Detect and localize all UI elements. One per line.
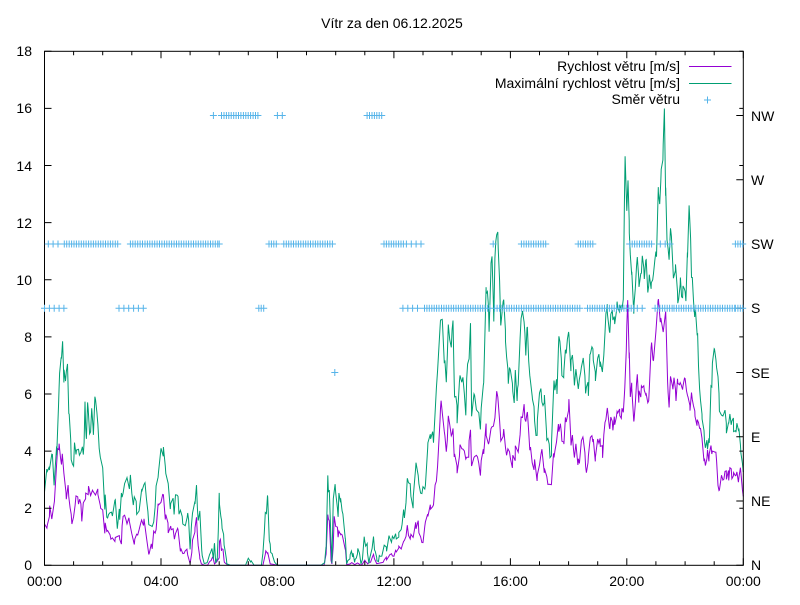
svg-text:08:00: 08:00	[260, 573, 295, 589]
svg-text:W: W	[751, 172, 765, 188]
svg-text:6: 6	[24, 386, 32, 402]
svg-text:SE: SE	[751, 365, 770, 381]
svg-text:N: N	[751, 557, 761, 573]
svg-text:00:00: 00:00	[726, 573, 761, 589]
svg-text:14: 14	[16, 158, 32, 174]
svg-text:20:00: 20:00	[609, 573, 644, 589]
svg-text:16: 16	[16, 100, 32, 116]
svg-text:4: 4	[24, 443, 32, 459]
svg-text:S: S	[751, 300, 760, 316]
svg-text:04:00: 04:00	[143, 573, 178, 589]
svg-text:NW: NW	[751, 108, 775, 124]
svg-text:18: 18	[16, 43, 32, 59]
svg-text:16:00: 16:00	[493, 573, 528, 589]
svg-text:10: 10	[16, 272, 32, 288]
svg-text:SW: SW	[751, 236, 774, 252]
svg-text:E: E	[751, 429, 760, 445]
svg-text:12: 12	[16, 215, 32, 231]
svg-text:2: 2	[24, 500, 32, 516]
svg-text:Vítr za den 06.12.2025: Vítr za den 06.12.2025	[321, 15, 463, 31]
svg-text:8: 8	[24, 329, 32, 345]
svg-text:12:00: 12:00	[376, 573, 411, 589]
svg-text:Rychlost větru [m/s]: Rychlost větru [m/s]	[557, 58, 680, 74]
svg-text:0: 0	[24, 557, 32, 573]
svg-text:Směr větru: Směr větru	[612, 91, 680, 107]
svg-text:NE: NE	[751, 493, 770, 509]
svg-text:Maximální rychlost větru [m/s]: Maximální rychlost větru [m/s]	[495, 75, 680, 91]
svg-text:00:00: 00:00	[27, 573, 62, 589]
